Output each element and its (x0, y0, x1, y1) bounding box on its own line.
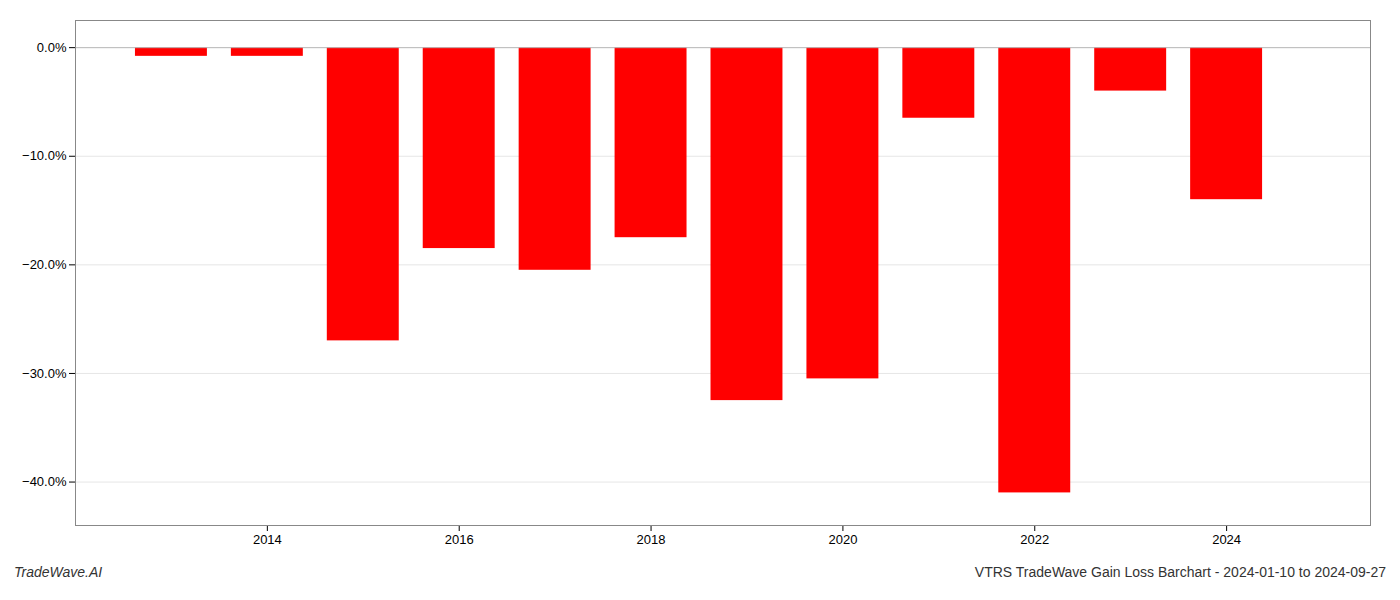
html-text:TradeWave.AI: TradeWave.AI (14, 564, 103, 580)
svg-text:−20.0%: −20.0% (22, 257, 67, 272)
svg-text:−30.0%: −30.0% (22, 366, 67, 381)
svg-text:2020: 2020 (828, 532, 857, 547)
html-text:VTRS TradeWave Gain Loss Barch: VTRS TradeWave Gain Loss Barchart - 2024… (974, 564, 1386, 580)
svg-text:2018: 2018 (637, 532, 666, 547)
svg-text:2022: 2022 (1020, 532, 1049, 547)
svg-text:2014: 2014 (253, 532, 282, 547)
svg-text:0.0%: 0.0% (37, 40, 67, 55)
svg-text:2024: 2024 (1212, 532, 1241, 547)
svg-text:−10.0%: −10.0% (22, 148, 67, 163)
svg-text:−40.0%: −40.0% (22, 474, 67, 489)
svg-text:2016: 2016 (445, 532, 474, 547)
